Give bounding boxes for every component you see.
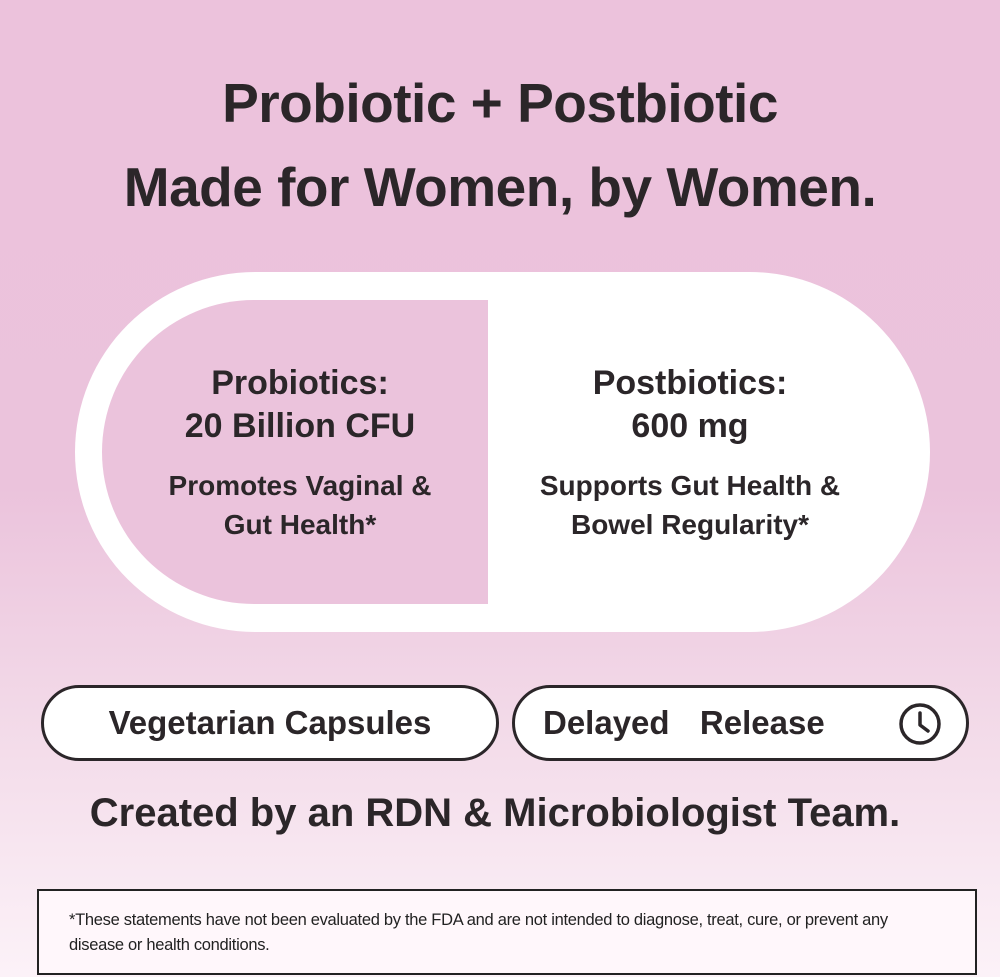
probiotics-benefit-line2: Gut Health* bbox=[223, 509, 377, 540]
fda-disclaimer: *These statements have not been evaluate… bbox=[37, 889, 977, 975]
postbiotics-heading: Postbiotics: 600 mg bbox=[495, 362, 885, 448]
postbiotics-info: Postbiotics: 600 mg Supports Gut Health … bbox=[495, 362, 885, 544]
headline-line1: Probiotic + Postbiotic bbox=[222, 72, 778, 134]
created-by-statement: Created by an RDN & Microbiologist Team. bbox=[89, 791, 901, 835]
probiotics-info: Probiotics: 20 Billion CFU Promotes Vagi… bbox=[140, 362, 460, 544]
badge-label: Delayed Release bbox=[543, 704, 825, 741]
delayed-release-badge: Delayed Release bbox=[512, 685, 969, 761]
probiotics-benefit-line1: Promotes Vaginal & bbox=[168, 470, 432, 501]
headline-line2: Made for Women, by Women. bbox=[123, 156, 877, 218]
postbiotics-label: Postbiotics: bbox=[592, 364, 788, 402]
clock-icon bbox=[899, 703, 941, 745]
probiotics-benefit: Promotes Vaginal & Gut Health* bbox=[140, 466, 460, 544]
probiotics-heading: Probiotics: 20 Billion CFU bbox=[140, 362, 460, 448]
probiotics-label: Probiotics: bbox=[211, 364, 389, 402]
postbiotics-benefit-line1: Supports Gut Health & bbox=[539, 470, 841, 501]
vegetarian-capsules-badge: Vegetarian Capsules bbox=[41, 685, 499, 761]
postbiotics-benefit-line2: Bowel Regularity* bbox=[570, 509, 810, 540]
probiotics-amount: 20 Billion CFU bbox=[184, 407, 416, 445]
badge-label: Vegetarian Capsules bbox=[108, 704, 432, 741]
capsule-left-half bbox=[102, 300, 488, 604]
postbiotics-amount: 600 mg bbox=[631, 407, 749, 445]
postbiotics-benefit: Supports Gut Health & Bowel Regularity* bbox=[495, 466, 885, 544]
